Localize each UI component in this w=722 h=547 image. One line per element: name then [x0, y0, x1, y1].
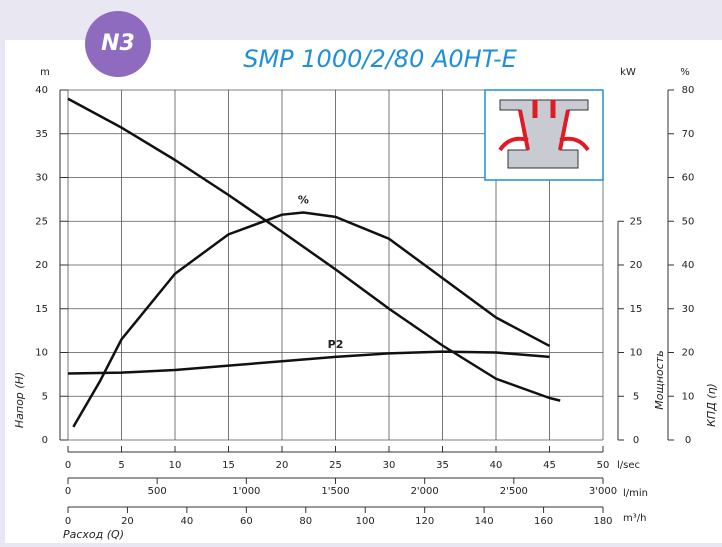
x3-tick-label: 100 — [356, 516, 375, 527]
curve — [67, 350, 550, 375]
x2-tick-label: 2'000 — [411, 486, 439, 497]
x-tick-label: 25 — [329, 460, 342, 471]
y-tick-label: 25 — [35, 216, 48, 227]
y-axis-title: Напор (H) — [13, 372, 26, 428]
x-tick-label: 45 — [543, 460, 556, 471]
y-tick-label: 5 — [42, 391, 48, 402]
x-tick-label: 20 — [276, 460, 289, 471]
x-axis-title: Расход (Q) — [63, 528, 124, 541]
x2-tick-label: 3'000 — [589, 486, 617, 497]
curve-label: P2 — [328, 338, 344, 351]
x3-tick-label: 20 — [121, 516, 134, 527]
x-tick-label: 50 — [597, 460, 610, 471]
y2-tick-label: 20 — [630, 260, 643, 271]
y3-tick-label: 30 — [682, 304, 695, 315]
y3-tick-label: 40 — [682, 260, 695, 271]
y2-tick-label: 5 — [633, 391, 639, 402]
x-unit: l/sec — [617, 460, 640, 471]
x3-tick-label: 180 — [593, 516, 612, 527]
x2-unit: l/min — [623, 488, 648, 499]
y2-tick-label: 25 — [630, 216, 643, 227]
x3-unit: m³/h — [623, 513, 646, 524]
y3-tick-label: 60 — [682, 173, 695, 184]
x-tick-label: 5 — [118, 460, 124, 471]
x-tick-label: 35 — [436, 460, 449, 471]
y-unit: m — [40, 67, 50, 78]
curve — [72, 211, 551, 428]
x3-tick-label: 120 — [415, 516, 434, 527]
y2-tick-label: 0 — [633, 435, 639, 446]
y-tick-label: 15 — [35, 304, 48, 315]
x3-tick-label: 0 — [65, 516, 71, 527]
y3-tick-label: 80 — [682, 85, 695, 96]
pump-inset — [484, 89, 604, 181]
y3-tick-label: 50 — [682, 216, 695, 227]
x3-tick-label: 60 — [240, 516, 253, 527]
x2-tick-label: 1'500 — [321, 486, 349, 497]
y2-tick-label: 10 — [630, 348, 643, 359]
chart-title: SMP 1000/2/80 A0HT-E — [243, 45, 517, 73]
curve — [67, 97, 561, 402]
y-tick-label: 30 — [35, 173, 48, 184]
y3-tick-label: 70 — [682, 129, 695, 140]
y-tick-label: 0 — [42, 435, 48, 446]
x-tick-label: 0 — [65, 460, 71, 471]
badge-circle — [85, 11, 151, 77]
y3-tick-label: 20 — [682, 348, 695, 359]
curve-label: % — [298, 194, 309, 207]
y-tick-label: 35 — [35, 129, 48, 140]
x-tick-label: 10 — [169, 460, 182, 471]
x3-tick-label: 140 — [475, 516, 494, 527]
y-tick-label: 40 — [35, 85, 48, 96]
y2-unit: kW — [620, 67, 636, 78]
x2-tick-label: 500 — [148, 486, 167, 497]
y3-tick-label: 0 — [685, 435, 691, 446]
x-tick-label: 15 — [222, 460, 235, 471]
x2-tick-label: 0 — [65, 486, 71, 497]
x-tick-label: 30 — [383, 460, 396, 471]
y2-axis-title: Мощность — [653, 350, 666, 409]
y3-tick-label: 10 — [682, 391, 695, 402]
y3-axis-title: КПД (η) — [705, 383, 718, 427]
y3-unit: % — [680, 67, 690, 78]
y-tick-label: 20 — [35, 260, 48, 271]
y-tick-label: 10 — [35, 348, 48, 359]
x-tick-label: 40 — [490, 460, 503, 471]
x3-tick-label: 160 — [534, 516, 553, 527]
badge: N3 — [101, 31, 135, 56]
x2-tick-label: 1'000 — [232, 486, 260, 497]
x2-tick-label: 2'500 — [500, 486, 528, 497]
x3-tick-label: 40 — [181, 516, 194, 527]
x3-tick-label: 80 — [299, 516, 312, 527]
y2-tick-label: 15 — [630, 304, 643, 315]
